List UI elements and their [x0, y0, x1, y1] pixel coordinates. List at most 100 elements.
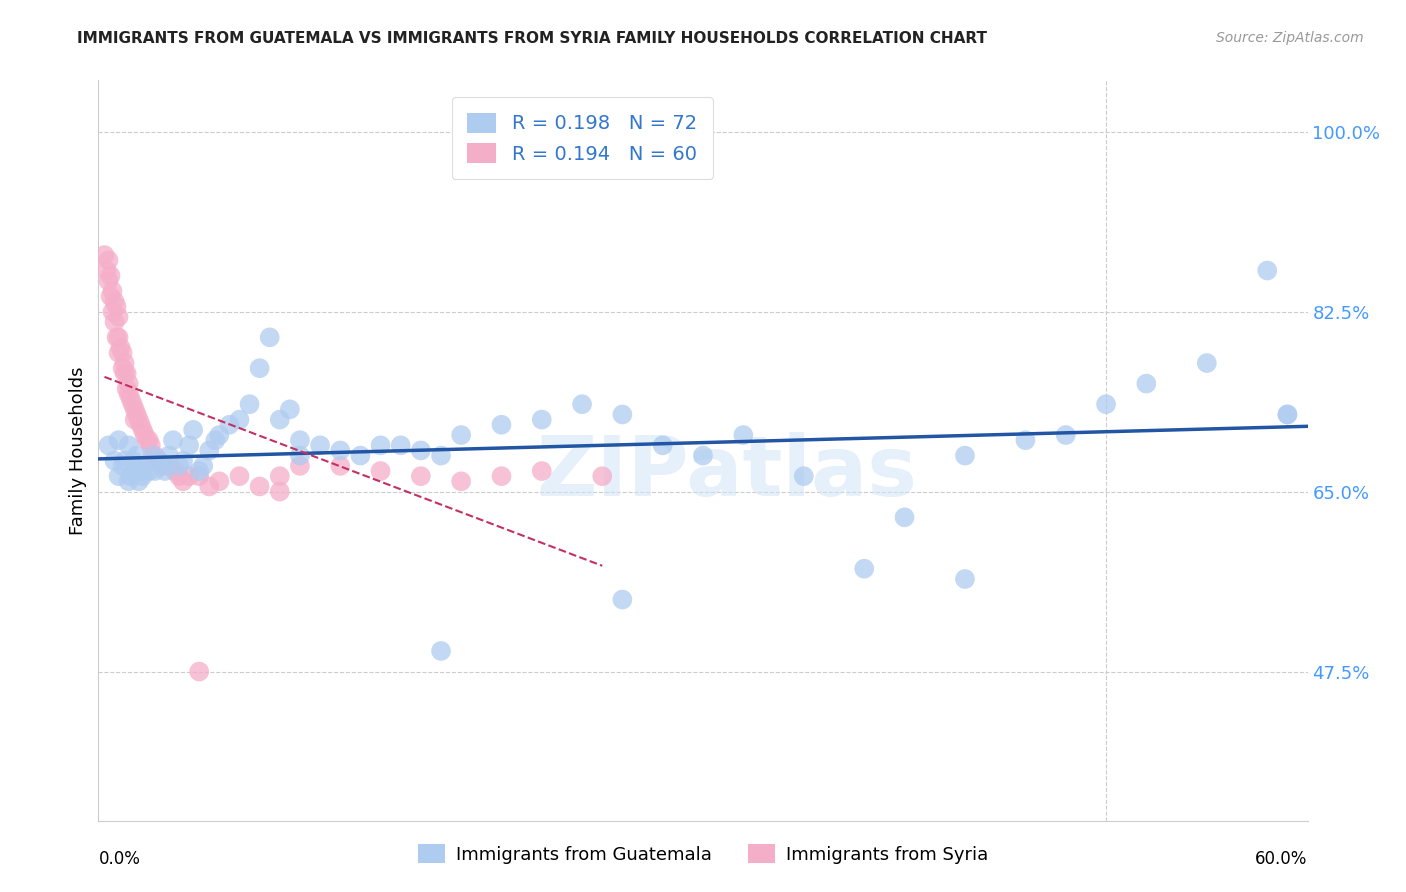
Point	[101, 304, 124, 318]
Point	[288, 433, 311, 447]
Point	[228, 412, 250, 426]
Point	[163, 464, 186, 478]
Point	[121, 454, 143, 468]
Point	[430, 644, 453, 658]
Legend: Immigrants from Guatemala, Immigrants from Syria: Immigrants from Guatemala, Immigrants fr…	[411, 837, 995, 871]
Point	[530, 464, 553, 478]
Point	[409, 443, 432, 458]
Point	[1195, 356, 1218, 370]
Point	[125, 449, 148, 463]
Point	[269, 469, 291, 483]
Point	[97, 438, 120, 452]
Y-axis label: Family Households: Family Households	[69, 367, 87, 534]
Point	[288, 458, 311, 473]
Point	[96, 263, 118, 277]
Point	[269, 484, 291, 499]
Point	[612, 592, 634, 607]
Point	[208, 428, 231, 442]
Point	[152, 458, 174, 473]
Point	[530, 412, 553, 426]
Point	[118, 438, 141, 452]
Point	[124, 402, 146, 417]
Point	[115, 367, 138, 381]
Point	[138, 464, 160, 478]
Point	[329, 443, 352, 458]
Point	[114, 367, 136, 381]
Point	[218, 417, 240, 432]
Point	[370, 438, 392, 452]
Point	[97, 274, 120, 288]
Point	[269, 412, 291, 426]
Point	[188, 464, 211, 478]
Point	[162, 433, 184, 447]
Point	[93, 248, 115, 262]
Point	[733, 428, 755, 442]
Point	[114, 454, 136, 468]
Point	[198, 443, 221, 458]
Point	[179, 438, 201, 452]
Text: IMMIGRANTS FROM GUATEMALA VS IMMIGRANTS FROM SYRIA FAMILY HOUSEHOLDS CORRELATION: IMMIGRANTS FROM GUATEMALA VS IMMIGRANTS …	[77, 31, 987, 46]
Point	[1256, 263, 1278, 277]
Point	[134, 458, 156, 473]
Point	[450, 428, 472, 442]
Point	[124, 412, 146, 426]
Point	[105, 330, 128, 344]
Point	[124, 464, 146, 478]
Point	[591, 469, 613, 483]
Point	[111, 361, 134, 376]
Point	[103, 315, 125, 329]
Point	[120, 392, 142, 406]
Point	[142, 449, 165, 463]
Point	[105, 300, 128, 314]
Point	[228, 469, 250, 483]
Point	[188, 665, 211, 679]
Point	[152, 458, 174, 473]
Point	[153, 464, 176, 478]
Point	[181, 423, 204, 437]
Point	[148, 454, 170, 468]
Point	[198, 479, 221, 493]
Point	[953, 572, 976, 586]
Point	[1014, 433, 1036, 447]
Point	[188, 469, 211, 483]
Text: Source: ZipAtlas.com: Source: ZipAtlas.com	[1216, 31, 1364, 45]
Text: 0.0%: 0.0%	[98, 850, 141, 868]
Point	[853, 562, 876, 576]
Point	[111, 345, 134, 359]
Point	[893, 510, 915, 524]
Point	[128, 475, 150, 489]
Point	[129, 464, 152, 478]
Point	[101, 284, 124, 298]
Point	[107, 469, 129, 483]
Point	[107, 345, 129, 359]
Point	[134, 428, 156, 442]
Point	[370, 464, 392, 478]
Point	[118, 475, 141, 489]
Text: 60.0%: 60.0%	[1256, 850, 1308, 868]
Point	[143, 449, 166, 463]
Point	[103, 294, 125, 309]
Point	[239, 397, 262, 411]
Point	[953, 449, 976, 463]
Point	[409, 469, 432, 483]
Point	[132, 423, 155, 437]
Point	[135, 433, 157, 447]
Point	[1095, 397, 1118, 411]
Text: ZIPatlas: ZIPatlas	[537, 432, 918, 513]
Point	[612, 408, 634, 422]
Point	[491, 417, 513, 432]
Point	[148, 454, 170, 468]
Point	[97, 253, 120, 268]
Point	[111, 458, 134, 473]
Point	[450, 475, 472, 489]
Point	[193, 458, 215, 473]
Point	[204, 433, 226, 447]
Point	[107, 310, 129, 324]
Point	[157, 458, 180, 473]
Point	[107, 433, 129, 447]
Point	[114, 356, 136, 370]
Point	[100, 268, 122, 283]
Point	[259, 330, 281, 344]
Point	[120, 469, 142, 483]
Point	[115, 382, 138, 396]
